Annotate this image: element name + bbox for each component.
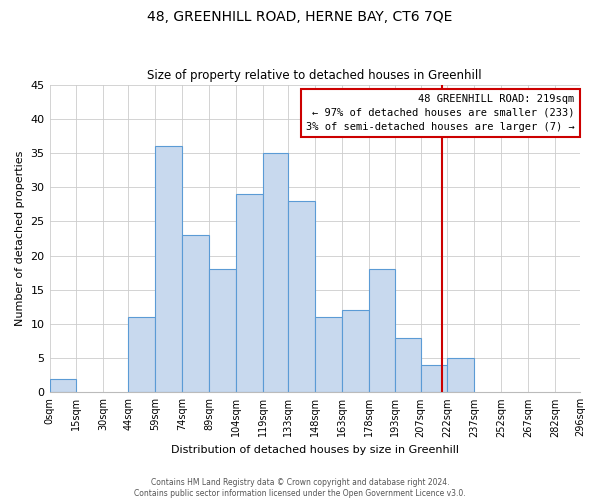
Bar	[236, 194, 263, 392]
Bar	[341, 310, 368, 392]
Bar	[182, 235, 209, 392]
Title: Size of property relative to detached houses in Greenhill: Size of property relative to detached ho…	[148, 69, 482, 82]
Y-axis label: Number of detached properties: Number of detached properties	[15, 150, 25, 326]
Bar	[368, 269, 395, 392]
Bar	[421, 365, 448, 392]
Bar	[448, 358, 474, 392]
Bar	[288, 201, 315, 392]
Bar	[128, 317, 155, 392]
Bar	[395, 338, 421, 392]
X-axis label: Distribution of detached houses by size in Greenhill: Distribution of detached houses by size …	[171, 445, 459, 455]
Bar	[209, 269, 236, 392]
Bar	[263, 153, 288, 392]
Bar	[50, 378, 76, 392]
Text: 48 GREENHILL ROAD: 219sqm
← 97% of detached houses are smaller (233)
3% of semi-: 48 GREENHILL ROAD: 219sqm ← 97% of detac…	[306, 94, 575, 132]
Text: 48, GREENHILL ROAD, HERNE BAY, CT6 7QE: 48, GREENHILL ROAD, HERNE BAY, CT6 7QE	[148, 10, 452, 24]
Bar	[315, 317, 341, 392]
Text: Contains HM Land Registry data © Crown copyright and database right 2024.
Contai: Contains HM Land Registry data © Crown c…	[134, 478, 466, 498]
Bar	[155, 146, 182, 392]
